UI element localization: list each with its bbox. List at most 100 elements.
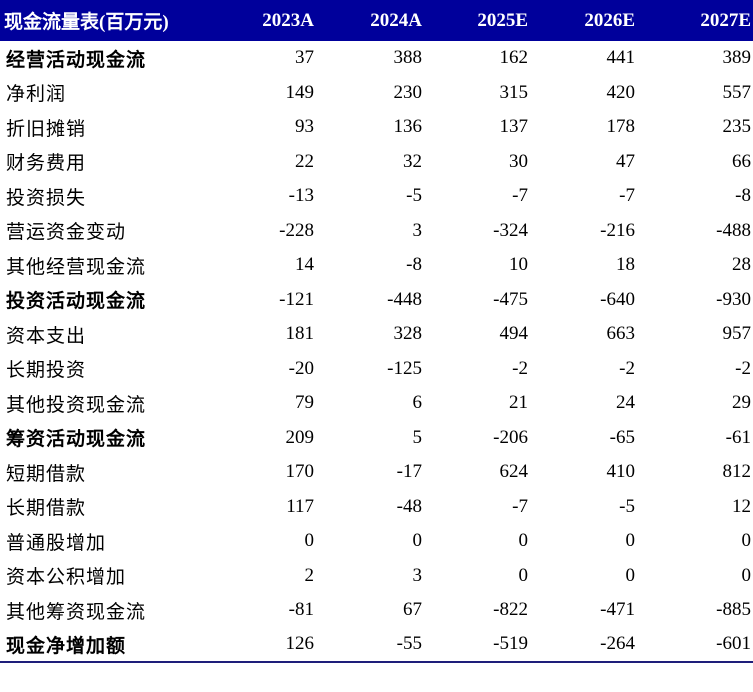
header-year-2023a: 2023A — [262, 9, 314, 31]
row-value-2025e: -7 — [512, 495, 528, 517]
row-value-2027e: 28 — [732, 254, 751, 276]
header-year-2026e: 2026E — [584, 9, 635, 31]
table-row: 资本支出 181 328 494 663 957 — [0, 317, 753, 352]
row-value-2027e: 0 — [741, 564, 752, 586]
table-row: 其他经营现金流 14 -8 10 18 28 — [0, 248, 753, 283]
row-value-2024a: -125 — [387, 357, 422, 379]
section-total-row: 投资活动现金流 -121 -448 -475 -640 -930 — [0, 283, 753, 318]
table-header-row: 现金流量表(百万元) 2023A 2024A 2025E 2026E 2027E — [0, 0, 753, 41]
table-row: 普通股增加 0 0 0 0 0 — [0, 524, 753, 559]
row-value-2023a: 22 — [295, 150, 314, 172]
row-value-2023a: 37 — [295, 47, 314, 69]
table-row: 资本公积增加 2 3 0 0 0 — [0, 559, 753, 594]
row-value-2024a: 3 — [412, 564, 423, 586]
row-label: 投资活动现金流 — [6, 291, 147, 313]
row-value-2025e: 30 — [509, 150, 528, 172]
row-value-2026e: 47 — [616, 150, 635, 172]
table-row: 财务费用 22 32 30 47 66 — [0, 145, 753, 180]
row-label: 长期借款 — [6, 498, 87, 520]
table-body: 经营活动现金流 37 388 162 441 389 净利润 149 230 315 420 557 折… — [0, 41, 753, 663]
row-value-2026e: -640 — [600, 288, 635, 310]
row-value-2027e: -601 — [645, 627, 753, 663]
row-value-2027e: 0 — [741, 530, 752, 552]
row-label: 长期投资 — [6, 360, 87, 382]
row-label: 现金净增加额 — [0, 627, 218, 663]
row-label: 净利润 — [6, 84, 67, 106]
row-label: 其他投资现金流 — [6, 394, 147, 416]
row-value-2026e: 441 — [606, 47, 636, 69]
row-value-2026e: 24 — [616, 392, 635, 414]
row-value-2027e: 389 — [722, 47, 752, 69]
row-value-2025e: 162 — [499, 47, 529, 69]
row-label: 筹资活动现金流 — [6, 429, 147, 451]
row-label: 资本公积增加 — [6, 567, 127, 589]
row-value-2024a: 5 — [412, 426, 423, 448]
row-label: 其他筹资现金流 — [6, 601, 147, 623]
cash-flow-table: 现金流量表(百万元) 2023A 2024A 2025E 2026E 2027E… — [0, 0, 753, 663]
row-label: 普通股增加 — [6, 532, 107, 554]
row-value-2026e: 18 — [616, 254, 635, 276]
table-row: 短期借款 170 -17 624 410 812 — [0, 455, 753, 490]
row-value-2027e: -8 — [735, 185, 751, 207]
row-value-2027e: 66 — [732, 150, 751, 172]
row-value-2025e: -324 — [493, 219, 528, 241]
section-total-row: 现金净增加额 126 -55 -519 -264 -601 — [0, 627, 753, 663]
row-value-2023a: 93 — [295, 116, 314, 138]
row-value-2023a: 0 — [304, 530, 315, 552]
row-value-2027e: -930 — [716, 288, 751, 310]
row-value-2025e: 0 — [518, 530, 529, 552]
row-value-2023a: -81 — [288, 599, 314, 621]
row-value-2026e: -216 — [600, 219, 635, 241]
row-value-2026e: 420 — [606, 81, 636, 103]
row-value-2024a: -448 — [387, 288, 422, 310]
row-value-2024a: -8 — [406, 254, 422, 276]
row-value-2024a: 67 — [403, 599, 422, 621]
header-year-2025e: 2025E — [477, 9, 528, 31]
row-value-2027e: 29 — [732, 392, 751, 414]
row-value-2025e: 624 — [499, 461, 529, 483]
row-value-2026e: -2 — [619, 357, 635, 379]
header-year-2024a: 2024A — [370, 9, 422, 31]
row-value-2023a: -20 — [288, 357, 314, 379]
row-value-2024a: 388 — [393, 47, 423, 69]
table-row: 净利润 149 230 315 420 557 — [0, 76, 753, 111]
row-value-2023a: 14 — [295, 254, 314, 276]
header-label: 现金流量表(百万元) — [4, 12, 169, 33]
row-value-2026e: -471 — [600, 599, 635, 621]
table-row: 长期投资 -20 -125 -2 -2 -2 — [0, 352, 753, 387]
row-value-2027e: 957 — [722, 323, 752, 345]
table-row: 其他投资现金流 79 6 21 24 29 — [0, 386, 753, 421]
row-value-2027e: 557 — [722, 81, 752, 103]
row-value-2023a: 126 — [218, 627, 324, 663]
row-value-2027e: 812 — [722, 461, 752, 483]
row-value-2025e: 0 — [518, 564, 529, 586]
row-value-2027e: -61 — [725, 426, 751, 448]
row-value-2026e: 663 — [606, 323, 636, 345]
row-value-2026e: 178 — [606, 116, 636, 138]
row-value-2026e: 0 — [625, 530, 636, 552]
row-value-2027e: -2 — [735, 357, 751, 379]
row-value-2025e: -2 — [512, 357, 528, 379]
row-value-2025e: -519 — [432, 627, 538, 663]
row-value-2024a: 136 — [393, 116, 423, 138]
row-label: 营运资金变动 — [6, 222, 127, 244]
row-value-2025e: 137 — [499, 116, 529, 138]
row-value-2024a: -48 — [396, 495, 422, 517]
row-value-2025e: 21 — [509, 392, 528, 414]
row-value-2024a: 32 — [403, 150, 422, 172]
row-label: 短期借款 — [6, 463, 87, 485]
row-value-2025e: -206 — [493, 426, 528, 448]
row-value-2027e: 235 — [722, 116, 752, 138]
table-row: 折旧摊销 93 136 137 178 235 — [0, 110, 753, 145]
row-value-2027e: 12 — [732, 495, 751, 517]
table-row: 其他筹资现金流 -81 67 -822 -471 -885 — [0, 593, 753, 628]
row-value-2023a: -121 — [279, 288, 314, 310]
row-value-2024a: 328 — [393, 323, 423, 345]
table-row: 营运资金变动 -228 3 -324 -216 -488 — [0, 214, 753, 249]
row-value-2023a: 117 — [286, 495, 314, 517]
row-value-2024a: 0 — [412, 530, 423, 552]
row-value-2026e: -65 — [609, 426, 635, 448]
row-value-2024a: -5 — [406, 185, 422, 207]
row-label: 投资损失 — [6, 187, 87, 209]
row-value-2027e: -488 — [716, 219, 751, 241]
